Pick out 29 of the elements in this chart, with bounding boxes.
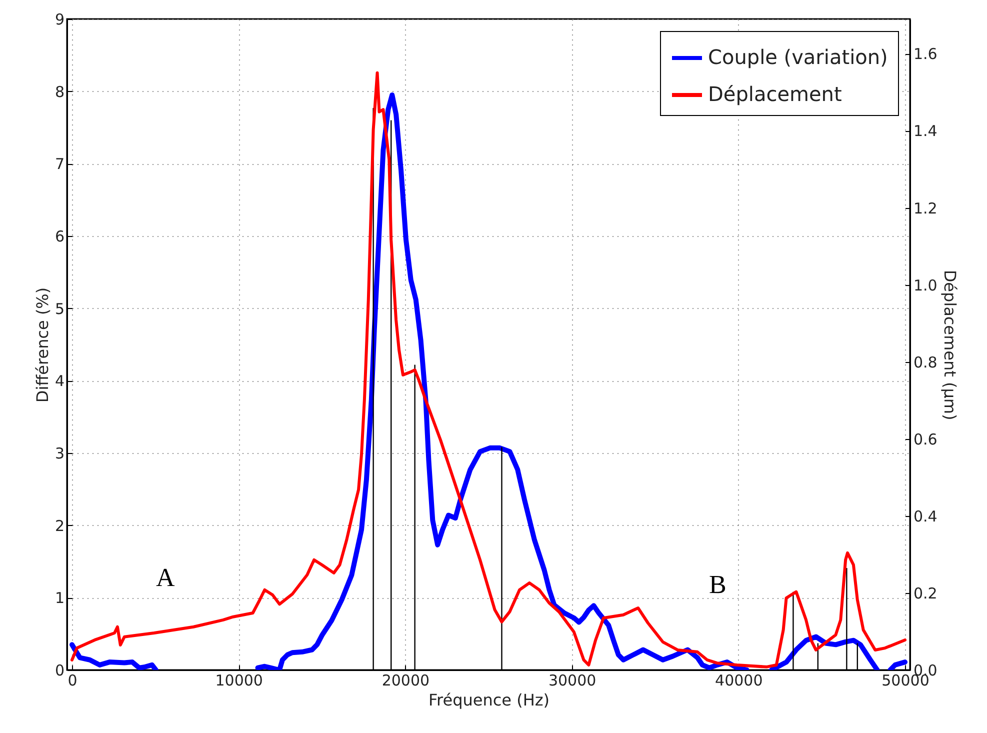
x-tick-label: 10000: [215, 672, 263, 690]
y2-tick-label: 1.4: [914, 122, 938, 140]
x-tick-label: 0: [68, 672, 78, 690]
x-tick-label: 20000: [382, 672, 430, 690]
y2-tick-label: 0.6: [914, 430, 938, 448]
y2-tick-label: 0.8: [914, 353, 938, 372]
y-tick-label: 9: [54, 10, 64, 28]
y-tick-label: 6: [54, 228, 64, 246]
y2-tick-label: 0.4: [914, 507, 938, 526]
y2-tick-label: 1.0: [914, 276, 938, 294]
y-tick-label: 3: [54, 444, 64, 462]
x-tick-label: 40000: [715, 672, 763, 690]
annotation: A: [156, 563, 175, 592]
legend-label: Déplacement: [708, 82, 842, 106]
legend-label: Couple (variation): [708, 45, 888, 69]
y-tick-label: 7: [54, 155, 64, 174]
y2-tick-label: 1.6: [914, 45, 938, 64]
y-tick-label: 2: [54, 516, 64, 535]
y-tick-label: 5: [54, 300, 64, 318]
x-axis-title: Fréquence (Hz): [428, 690, 550, 710]
y-tick-label: 4: [54, 372, 64, 390]
y-tick-label: 1: [54, 589, 64, 608]
x-tick-label: 30000: [548, 672, 596, 690]
y-axis-title: Différence (%): [32, 287, 52, 403]
y2-tick-label: 1.2: [914, 199, 938, 218]
annotation: B: [709, 570, 726, 599]
y2-tick-label: 0.2: [914, 584, 938, 602]
y2-axis-title: Déplacement (μm): [940, 270, 960, 420]
y-tick-label: 8: [54, 82, 64, 101]
